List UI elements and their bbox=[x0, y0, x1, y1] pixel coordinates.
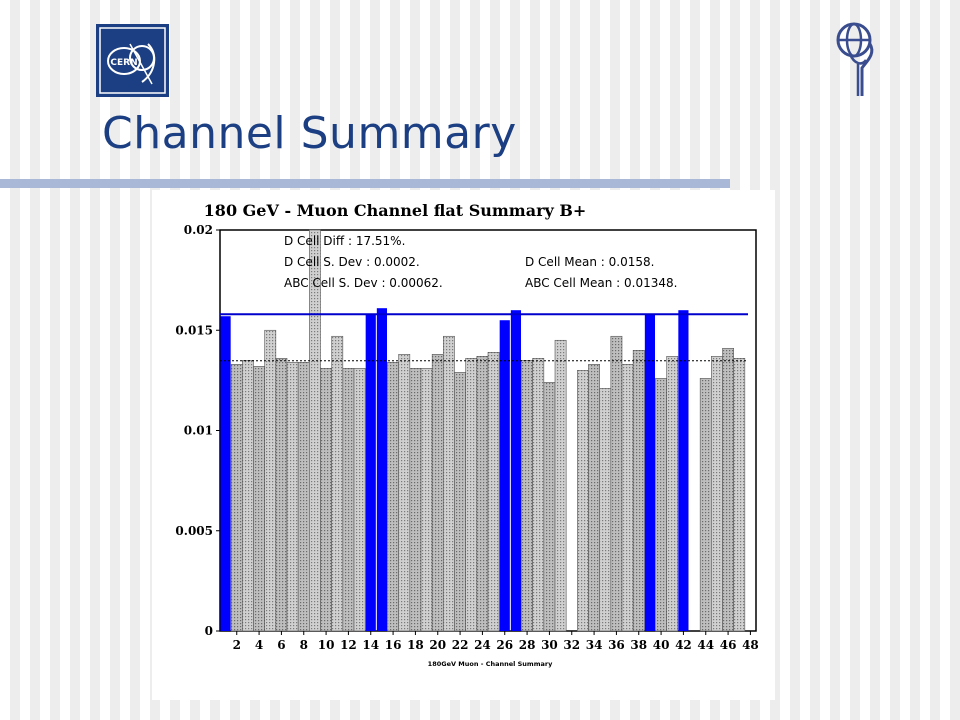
bar bbox=[242, 360, 254, 632]
bar bbox=[733, 358, 746, 632]
bar bbox=[655, 378, 667, 632]
bar bbox=[320, 368, 332, 632]
x-tick-label: 16 bbox=[385, 638, 402, 652]
stat-d-cell-mean: D Cell Mean : 0.0158. bbox=[525, 255, 654, 269]
cern-logo-text: CERN bbox=[110, 58, 137, 68]
bar bbox=[309, 229, 321, 632]
bar bbox=[342, 368, 355, 632]
bar bbox=[454, 372, 466, 632]
x-tick-label: 24 bbox=[474, 638, 491, 652]
bar bbox=[632, 350, 645, 632]
bar bbox=[711, 356, 723, 632]
bars-layer bbox=[220, 229, 746, 632]
x-tick-label: 44 bbox=[697, 638, 714, 652]
bar bbox=[666, 356, 679, 632]
bar bbox=[420, 368, 433, 632]
bar bbox=[275, 358, 288, 632]
stats-box: D Cell Diff : 17.51%. D Cell S. Dev : 0.… bbox=[284, 234, 677, 290]
stat-abc-cell-mean: ABC Cell Mean : 0.01348. bbox=[525, 276, 677, 290]
mean-lines-layer bbox=[220, 313, 748, 362]
bar bbox=[610, 335, 623, 632]
bar bbox=[588, 364, 600, 632]
x-tick-label: 22 bbox=[452, 638, 469, 652]
bar-highlight bbox=[365, 314, 376, 631]
bar bbox=[465, 358, 478, 632]
cern-logo: CERN bbox=[96, 24, 169, 97]
bar-highlight bbox=[644, 314, 655, 631]
x-tick-label: 14 bbox=[362, 638, 379, 652]
bar bbox=[230, 364, 243, 632]
bar bbox=[476, 356, 489, 632]
x-tick-label: 48 bbox=[742, 638, 759, 652]
x-tick-label: 26 bbox=[496, 638, 513, 652]
x-tick-label: 46 bbox=[720, 638, 737, 652]
chart-svg: 180 GeV - Muon Channel flat Summary B+ 0… bbox=[175, 201, 759, 668]
bar bbox=[353, 368, 366, 632]
stat-d-cell-sdev: D Cell S. Dev : 0.0002. bbox=[284, 255, 420, 269]
bar bbox=[331, 335, 344, 632]
stat-d-cell-diff: D Cell Diff : 17.51%. bbox=[284, 234, 405, 248]
x-tick-label: 6 bbox=[277, 638, 285, 652]
bar-highlight bbox=[376, 308, 387, 631]
y-tick-label: 0.01 bbox=[184, 424, 213, 438]
x-tick-label: 12 bbox=[340, 638, 357, 652]
bar bbox=[286, 362, 299, 632]
x-tick-label: 18 bbox=[407, 638, 424, 652]
x-tick-label: 30 bbox=[541, 638, 558, 652]
bar bbox=[722, 347, 734, 632]
chart-title: 180 GeV - Muon Channel flat Summary B+ bbox=[204, 201, 587, 220]
stat-abc-cell-sdev: ABC Cell S. Dev : 0.00062. bbox=[284, 276, 443, 290]
bar bbox=[621, 364, 634, 632]
bar bbox=[577, 370, 589, 632]
bar bbox=[532, 358, 545, 632]
y-tick-label: 0.02 bbox=[184, 223, 213, 237]
x-tick-label: 32 bbox=[563, 638, 580, 652]
x-tick-label: 2 bbox=[233, 638, 241, 652]
x-tick-label: 36 bbox=[608, 638, 625, 652]
y-tick-label: 0 bbox=[205, 624, 213, 638]
bar bbox=[409, 368, 422, 632]
bar bbox=[487, 352, 500, 632]
x-tick-label: 28 bbox=[519, 638, 536, 652]
slide-title: Channel Summary bbox=[102, 108, 517, 159]
y-tick-label: 0.005 bbox=[175, 524, 213, 538]
x-tick-label: 4 bbox=[255, 638, 263, 652]
bar bbox=[253, 366, 265, 632]
y-axis: 0 0.005 0.01 0.015 0.02 bbox=[175, 223, 220, 638]
x-tick-label: 10 bbox=[318, 638, 335, 652]
y-tick-label: 0.015 bbox=[175, 323, 213, 337]
bar-highlight bbox=[220, 316, 231, 631]
bar bbox=[521, 360, 533, 632]
x-tick-label: 40 bbox=[653, 638, 670, 652]
x-tick-label: 42 bbox=[675, 638, 692, 652]
bar bbox=[543, 382, 556, 632]
x-tick-label: 20 bbox=[429, 638, 446, 652]
bar-highlight bbox=[678, 310, 689, 631]
bar bbox=[699, 378, 712, 632]
bar bbox=[387, 362, 399, 632]
bar bbox=[599, 388, 612, 632]
bar bbox=[431, 354, 444, 632]
bar bbox=[398, 354, 411, 632]
bar bbox=[264, 329, 277, 632]
x-tick-label: 8 bbox=[300, 638, 308, 652]
atlas-logo bbox=[836, 22, 874, 96]
bar bbox=[554, 339, 567, 632]
bar-highlight bbox=[510, 310, 521, 631]
title-divider bbox=[0, 179, 730, 188]
x-axis-label: 180GeV Muon - Channel Summary bbox=[428, 660, 553, 668]
x-tick-label: 34 bbox=[586, 638, 603, 652]
x-axis: 2 4 6 8 10 12 14 16 18 20 22 24 26 28 30 32 34 36 38 40 42 44… bbox=[233, 631, 759, 652]
bar bbox=[443, 335, 455, 632]
x-tick-label: 38 bbox=[630, 638, 647, 652]
bar-highlight bbox=[499, 320, 510, 631]
chart-panel: 180 GeV - Muon Channel flat Summary B+ 0… bbox=[152, 190, 775, 700]
bar bbox=[297, 362, 310, 632]
